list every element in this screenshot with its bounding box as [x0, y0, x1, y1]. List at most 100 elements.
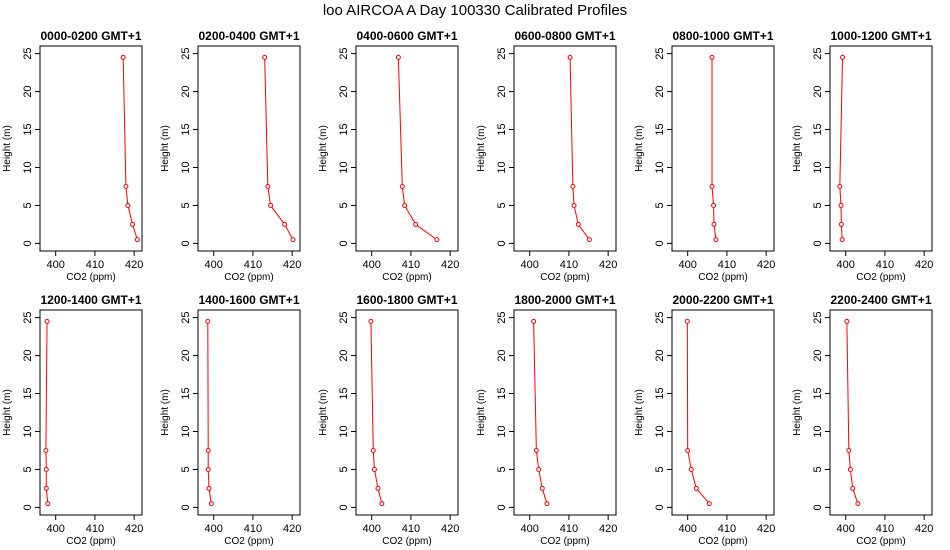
x-tick-label: 420 — [915, 259, 933, 271]
y-tick-label: 5 — [22, 466, 34, 472]
profile-panel: 0200-0400 GMT+1 400 410 420 CO2 (ppm) 0 5 10 15 2… — [160, 29, 301, 283]
x-axis-label: CO2 (ppm) — [698, 272, 747, 283]
y-tick-label: 5 — [812, 466, 824, 472]
data-point — [570, 183, 576, 189]
panel-title: 0800-1000 GMT+1 — [672, 29, 773, 43]
data-point — [379, 501, 385, 507]
y-tick-label: 20 — [496, 349, 508, 361]
x-tick-label: 410 — [244, 259, 262, 271]
data-point — [837, 183, 843, 189]
panel-title: 0000-0200 GMT+1 — [40, 29, 141, 43]
data-point — [713, 237, 719, 243]
profile-line-segment — [207, 469, 210, 489]
panel-title: 1200-1400 GMT+1 — [40, 293, 141, 307]
x-tick-label: 400 — [837, 259, 855, 271]
y-tick-label: 10 — [812, 425, 824, 437]
x-tick-label: 400 — [837, 523, 855, 535]
data-point — [434, 237, 440, 243]
x-tick-label: 420 — [125, 523, 143, 535]
panel-title: 2200-2400 GMT+1 — [830, 293, 931, 307]
x-axis-label: CO2 (ppm) — [698, 536, 747, 547]
data-point — [685, 447, 691, 453]
x-axis-label: CO2 (ppm) — [856, 272, 905, 283]
data-point — [402, 202, 408, 208]
y-tick-label: 5 — [180, 466, 192, 472]
y-tick-label: 0 — [812, 504, 824, 510]
profile-line-segment — [122, 57, 127, 187]
profile-line-segment — [404, 205, 417, 225]
data-point — [838, 221, 844, 227]
profile-line-segment — [270, 205, 286, 225]
y-tick-label: 0 — [180, 240, 192, 246]
data-point — [533, 447, 539, 453]
y-tick-label: 5 — [496, 466, 508, 472]
y-tick-label: 25 — [22, 311, 34, 323]
panel-title: 1600-1800 GMT+1 — [356, 293, 457, 307]
data-point — [290, 237, 296, 243]
y-tick-label: 5 — [22, 202, 34, 208]
data-point — [43, 447, 49, 453]
data-point — [205, 447, 211, 453]
panel-frame — [513, 45, 617, 252]
y-tick-label: 25 — [812, 47, 824, 59]
profile-panel: 1200-1400 GMT+1 400 410 420 CO2 (ppm) 0 5 10 15 2… — [2, 293, 143, 547]
panel-frame — [829, 309, 933, 516]
profile-line-segment — [577, 224, 590, 240]
data-point — [43, 485, 49, 491]
data-point — [368, 318, 374, 324]
profile-line-segment — [538, 469, 543, 489]
profile-panel: 0600-0800 GMT+1 400 410 420 CO2 (ppm) 0 5 10 15 2… — [476, 29, 617, 283]
profile-line-segment — [852, 488, 859, 504]
x-axis-label: CO2 (ppm) — [224, 272, 273, 283]
x-tick-label: 420 — [441, 523, 459, 535]
profile-panel: 2200-2400 GMT+1 400 410 420 CO2 (ppm) 0 5 10 15 2… — [792, 293, 933, 547]
y-tick-label: 25 — [654, 47, 666, 59]
data-point — [709, 183, 715, 189]
x-tick-label: 410 — [86, 259, 104, 271]
y-tick-label: 15 — [180, 387, 192, 399]
data-point — [586, 237, 592, 243]
data-point — [413, 221, 419, 227]
data-point — [850, 485, 856, 491]
panel-frame — [197, 309, 301, 516]
y-tick-label: 20 — [180, 85, 192, 97]
profile-panel: 0800-1000 GMT+1 400 410 420 CO2 (ppm) 0 5 10 15 2… — [634, 29, 775, 283]
x-tick-label: 400 — [679, 259, 697, 271]
x-tick-label: 410 — [876, 259, 894, 271]
y-tick-label: 15 — [496, 123, 508, 135]
x-tick-label: 420 — [283, 523, 301, 535]
x-tick-label: 420 — [915, 523, 933, 535]
y-tick-label: 20 — [496, 85, 508, 97]
y-tick-label: 20 — [654, 85, 666, 97]
x-axis-label: CO2 (ppm) — [66, 536, 115, 547]
data-point — [684, 318, 690, 324]
profile-panel: 1400-1600 GMT+1 400 410 420 CO2 (ppm) 0 5 10 15 2… — [160, 293, 301, 547]
profile-line-segment — [839, 57, 844, 187]
data-point — [693, 485, 699, 491]
x-tick-label: 410 — [876, 523, 894, 535]
profile-line-segment — [208, 488, 212, 504]
data-point — [262, 54, 268, 60]
profile-panel: 0400-0600 GMT+1 400 410 420 CO2 (ppm) 0 5 10 15 2… — [318, 29, 459, 283]
y-tick-label: 20 — [338, 349, 350, 361]
y-tick-label: 15 — [654, 387, 666, 399]
x-tick-label: 400 — [521, 259, 539, 271]
profile-line-segment — [370, 321, 374, 451]
profile-line-segment — [535, 450, 540, 470]
y-tick-label: 20 — [812, 349, 824, 361]
y-tick-label: 0 — [22, 504, 34, 510]
x-tick-label: 420 — [757, 523, 775, 535]
x-tick-label: 420 — [599, 523, 617, 535]
y-tick-label: 10 — [496, 161, 508, 173]
x-tick-label: 400 — [47, 259, 65, 271]
y-tick-label: 15 — [22, 123, 34, 135]
panel-frame — [355, 309, 459, 516]
data-point — [571, 202, 577, 208]
data-point — [265, 183, 271, 189]
y-tick-label: 20 — [812, 85, 824, 97]
profile-line-segment — [267, 186, 272, 206]
panel-frame — [39, 45, 143, 252]
y-tick-label: 5 — [180, 202, 192, 208]
profile-line-segment — [45, 488, 49, 504]
data-point — [399, 183, 405, 189]
